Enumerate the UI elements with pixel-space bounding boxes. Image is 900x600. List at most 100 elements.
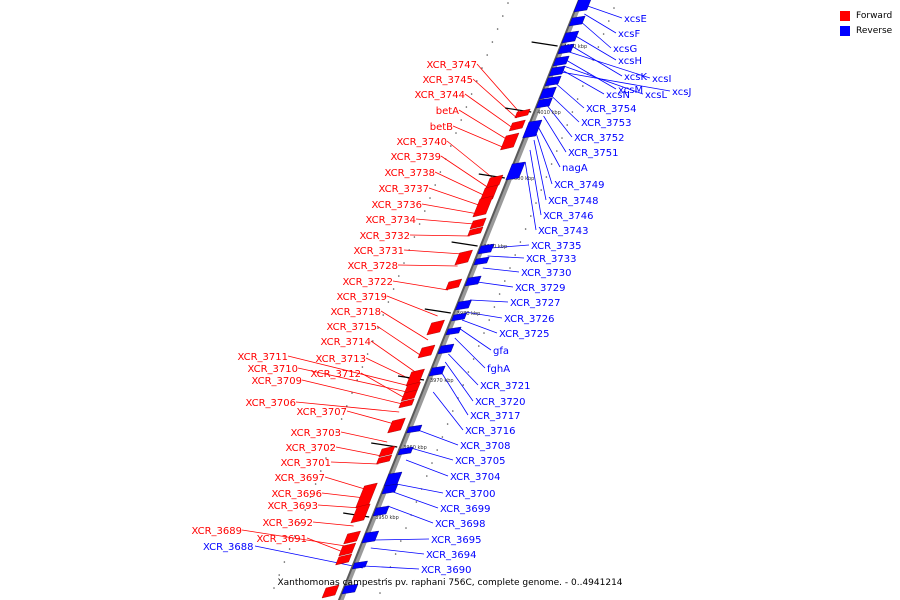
forward-gene-label: XCR_3731 [353,246,404,257]
reverse-leader-line [538,127,561,168]
reverse-gene-block [341,583,359,595]
backbone-dot [418,223,421,225]
backbone-dot [330,444,333,446]
forward-leader-line [472,78,518,119]
backbone-dot [465,106,468,108]
reverse-gene-block [445,326,462,336]
reverse-gene-block [397,446,414,456]
reverse-gene-label: XCR_3708 [460,441,511,452]
legend-reverse: Reverse [840,23,892,38]
kbp-tick-label: 4020 kbp [564,44,588,50]
forward-leader-line [324,476,369,491]
forward-leader-line [301,379,403,405]
kbp-tick-label: 3990 kbp [484,244,508,250]
legend-forward-label: Forward [856,10,893,21]
forward-gene-label: XCR_3722 [342,277,393,288]
forward-leader-line [421,203,479,215]
forward-gene-label: XCR_3711 [237,352,288,363]
forward-gene-label: XCR_3736 [371,200,422,211]
forward-leader-line [312,521,354,527]
forward-gene-label: betB [430,122,453,133]
backbone-dot [366,353,369,355]
forward-gene-block [350,503,371,524]
forward-gene-block [454,249,473,266]
backbone-dot [571,111,574,113]
backbone-dot [415,501,418,503]
backbone-dot [382,314,385,316]
forward-gene-label: XCR_3719 [336,292,387,303]
forward-gene-label: XCR_3696 [271,489,322,500]
backbone-dot [450,145,452,147]
backbone-dot [439,171,442,173]
backbone-dot [545,176,548,178]
reverse-leader-line [469,299,509,303]
reverse-gene-label: xcsL [645,90,667,101]
forward-leader-line [380,310,429,341]
reverse-leader-line [587,5,623,19]
gene-labels: XCR_3747 XCR_3745 XCR_3744 betA betB XCR_3740… [191,14,691,576]
reverse-gene-block [406,424,423,434]
backbone-dot [426,475,428,477]
reverse-leader-line [387,505,434,524]
reverse-gene-label: xcsK [624,72,647,83]
reverse-gene-label: XCR_3749 [554,180,605,191]
forward-gene-block [321,584,340,599]
forward-gene-label: XCR_3732 [359,231,410,242]
backbone-dot [493,306,496,308]
reverse-leader-line [440,371,469,416]
reverse-gene-block [505,161,526,181]
reverse-leader-line [393,491,439,509]
reverse-leader-line [524,161,537,231]
backbone-dot [413,236,416,238]
reverse-gene-label: XCR_3699 [440,504,491,515]
reverse-leader-line [551,95,580,123]
forward-gene-label: XCR_3744 [414,90,465,101]
reverse-gene-block [561,30,580,44]
reverse-gene-label: xcsI [652,74,671,85]
backbone-dot [320,470,322,472]
forward-gene-label: XCR_3691 [256,534,307,545]
backbone-dot [309,496,312,498]
reverse-gene-block [573,0,592,13]
reverse-gene-label: XCR_3704 [450,472,501,483]
backbone-dot [498,293,501,295]
legend-reverse-label: Reverse [856,25,893,36]
forward-gene-block [445,278,463,291]
forward-gene-label: XCR_3745 [422,75,473,86]
forward-gene-block [467,226,484,237]
backbone-dot [561,137,563,139]
reverse-gene-label: xcsM [618,85,643,96]
backbone-dot [431,462,433,464]
forward-leader-line [458,109,509,141]
forward-leader-line [306,537,344,553]
reverse-leader-line [465,311,503,319]
forward-leader-line [376,325,422,357]
reverse-gene-label: XCR_3694 [426,550,477,561]
forward-swatch [840,10,850,21]
reverse-gene-label: gfa [493,346,509,357]
reverse-leader-line [487,255,525,259]
forward-gene-block [400,389,418,402]
reverse-gene-label: XCR_3705 [455,456,506,467]
reverse-leader-line [458,327,492,351]
forward-gene-label: XCR_3739 [390,152,441,163]
forward-gene-block [398,398,415,409]
forward-leader-line [340,431,388,443]
kbp-tick-label: 4000 kbp [511,176,535,182]
forward-gene-label: XCR_3728 [347,261,398,272]
reverse-gene-block [557,43,575,55]
forward-gene-label: XCR_3740 [396,137,447,148]
backbone-dot [509,267,511,269]
backbone-dot [351,392,353,394]
forward-leader-line [476,63,520,113]
reverse-gene-label: xcsH [618,56,642,67]
gene-blocks [321,0,592,599]
backbone-dot [462,384,465,386]
backbone-dot [429,197,431,199]
reverse-gene-label: XCR_3690 [421,565,472,576]
backbone-dot [394,553,397,555]
backbone-dot [507,2,509,4]
backbone-dot [576,98,579,100]
forward-leader-line [287,355,410,387]
reverse-gene-label: XCR_3698 [435,519,486,530]
